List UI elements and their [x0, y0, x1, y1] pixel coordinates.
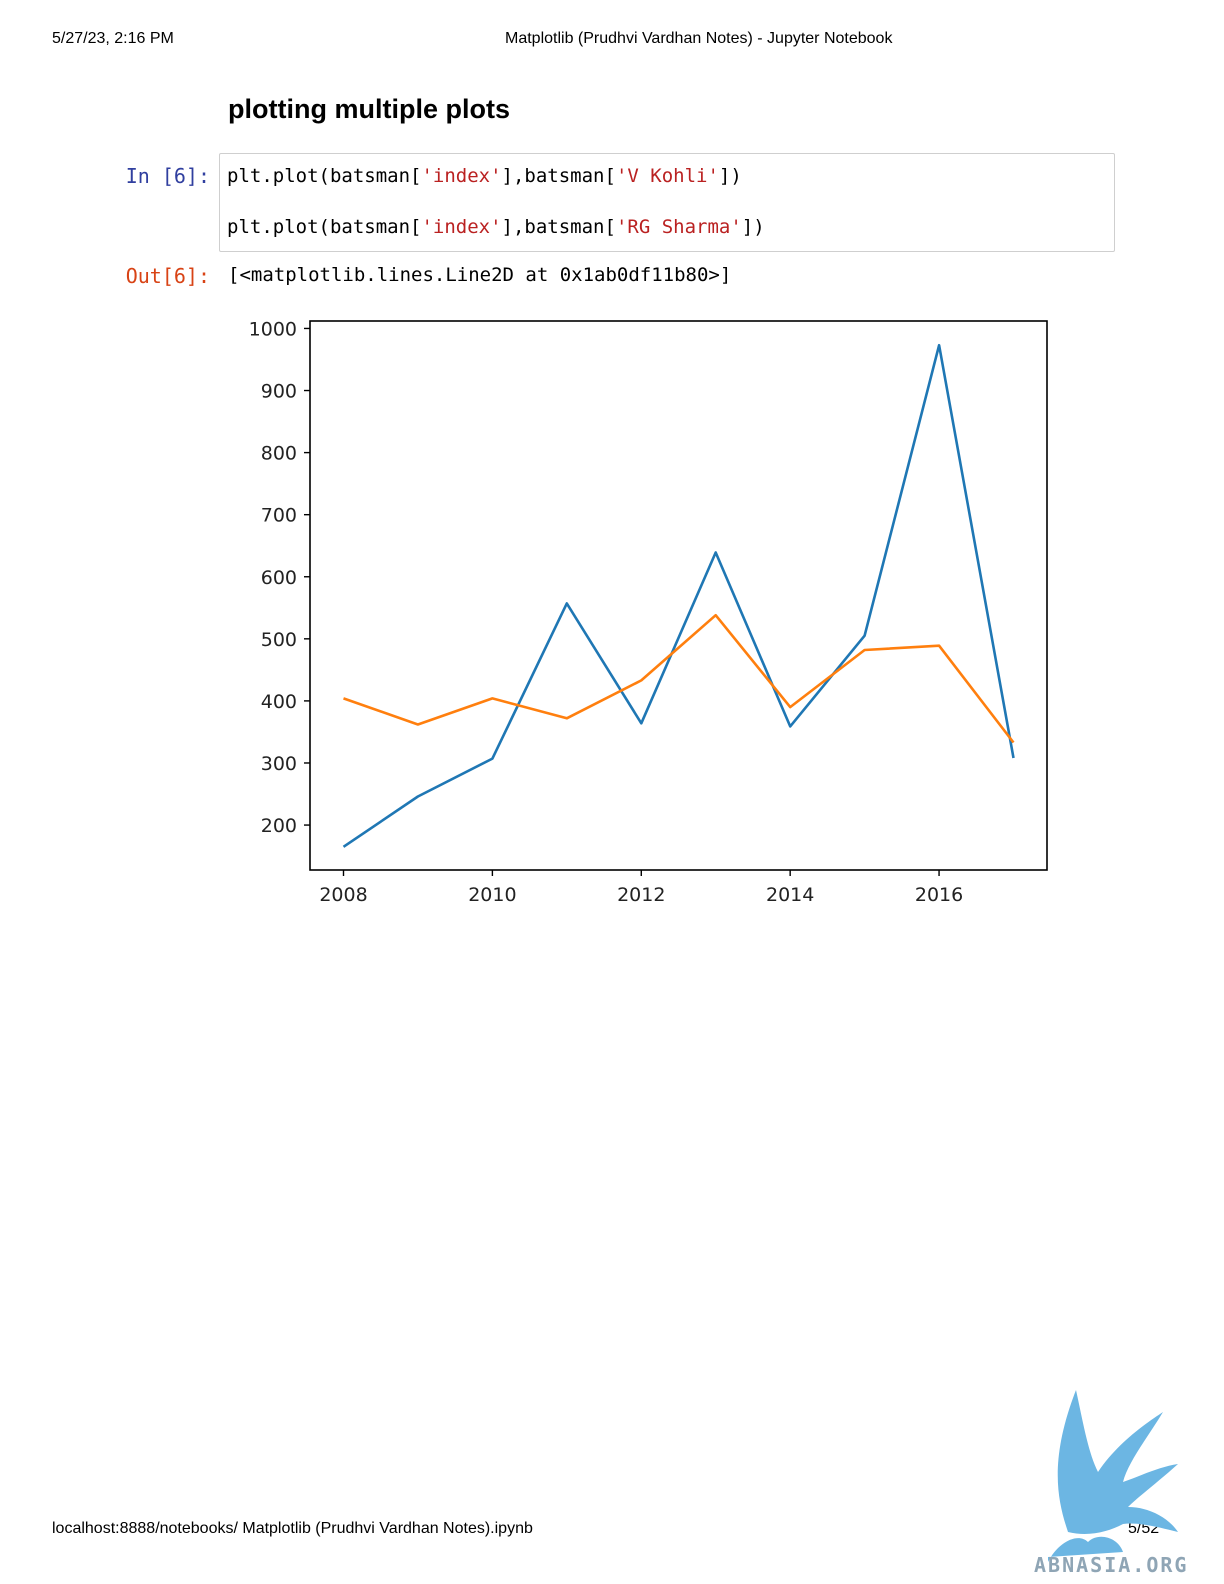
x-tick-label: 2014	[766, 884, 814, 906]
y-tick-label: 600	[261, 567, 297, 589]
y-tick-label: 700	[261, 505, 297, 527]
code-cell[interactable]: plt.plot(batsman['index'],batsman['V Koh…	[219, 153, 1115, 252]
y-tick-label: 200	[261, 815, 297, 837]
y-tick-label: 900	[261, 381, 297, 403]
y-tick-label: 400	[261, 691, 297, 713]
y-tick-label: 800	[261, 443, 297, 465]
griffin-logo-icon: ABNASIA.ORG	[1034, 1390, 1188, 1577]
code-string-token: 'RG Sharma'	[615, 216, 742, 238]
y-tick-label: 300	[261, 753, 297, 775]
print-datetime: 5/27/23, 2:16 PM	[52, 30, 174, 47]
x-tick-label: 2012	[617, 884, 665, 906]
code-token: ],batsman[	[501, 165, 616, 187]
y-tick-label: 500	[261, 629, 297, 651]
y-tick-label: 1000	[249, 318, 297, 340]
input-prompt: In [6]:	[125, 164, 210, 188]
print-page-title: Matplotlib (Prudhvi Vardhan Notes) - Jup…	[505, 30, 893, 47]
plot-frame	[309, 320, 1048, 871]
code-string-token: 'index'	[421, 165, 502, 187]
code-line-1: plt.plot(batsman['index'],batsman['V Koh…	[227, 165, 742, 187]
markdown-heading: plotting multiple plots	[228, 94, 510, 124]
line-chart: 200 300 400 500 600 700 800 900 1000 2008 2010 2012…	[249, 318, 1048, 906]
code-token: plt.plot(batsman[	[227, 216, 422, 238]
code-string-token: 'index'	[421, 216, 502, 238]
code-token: ])	[718, 165, 742, 187]
footer-url: localhost:8888/notebooks/ Matplotlib (Pr…	[52, 1520, 533, 1537]
x-tick-label: 2016	[915, 884, 963, 906]
code-line-2: plt.plot(batsman['index'],batsman['RG Sh…	[227, 216, 765, 238]
output-text: [<matplotlib.lines.Line2D at 0x1ab0df11b…	[228, 264, 732, 286]
x-tick-label: 2008	[319, 884, 367, 906]
watermark-text: ABNASIA.ORG	[1034, 1553, 1188, 1577]
code-string-token: 'V Kohli'	[615, 165, 719, 187]
series-line-2	[343, 613, 1015, 744]
series-line-1	[342, 343, 1015, 848]
output-prompt: Out[6]:	[125, 264, 210, 288]
x-tick-label: 2010	[468, 884, 516, 906]
code-token: ])	[741, 216, 765, 238]
code-token: plt.plot(batsman[	[227, 165, 422, 187]
code-token: ],batsman[	[501, 216, 616, 238]
